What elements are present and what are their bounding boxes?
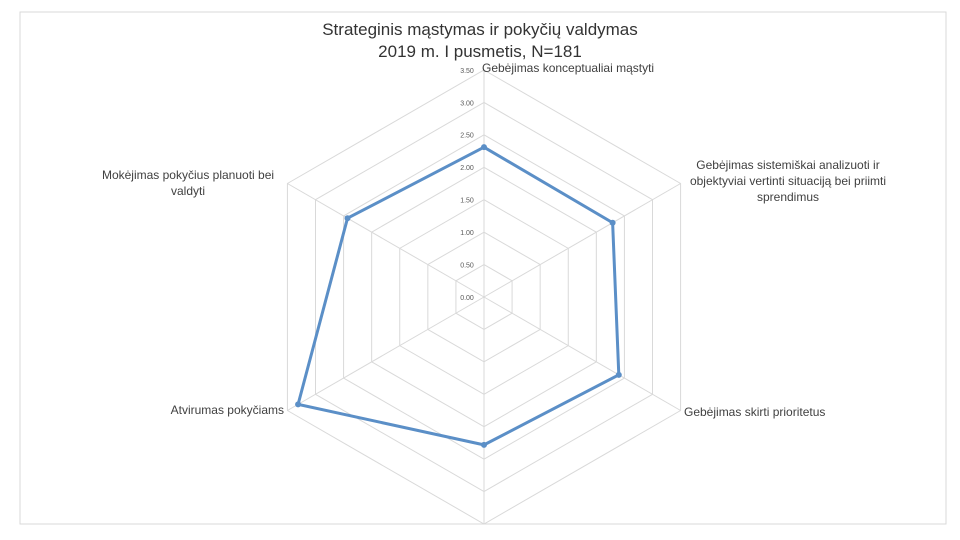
tick-label: 0.50 xyxy=(460,262,474,269)
data-point xyxy=(295,401,302,408)
data-point xyxy=(609,219,616,226)
data-point xyxy=(481,144,487,151)
chart-title: Strateginis mąstymas ir pokyčių valdymas xyxy=(322,20,638,39)
chart-border xyxy=(19,11,947,525)
tick-label: 3.00 xyxy=(460,100,474,107)
chart-subtitle: 2019 m. I pusmetis, N=181 xyxy=(378,42,582,61)
tick-label: 3.50 xyxy=(460,68,474,75)
data-line xyxy=(296,145,621,447)
axis-spoke xyxy=(483,296,681,411)
tick-label: 2.00 xyxy=(460,165,474,172)
category-label: Mokėjimas pokyčius planuoti bei valdyti xyxy=(101,168,275,198)
tick-label: 0.00 xyxy=(460,295,474,302)
data-point xyxy=(481,441,487,448)
data-point xyxy=(344,215,351,222)
axis-spoke xyxy=(287,296,485,411)
tick-label: 1.00 xyxy=(460,230,474,237)
data-point xyxy=(615,371,622,378)
axis-spoke xyxy=(483,183,681,298)
axis-spoke xyxy=(287,183,485,298)
tick-label: 2.50 xyxy=(460,133,474,140)
category-label: Atvirumas pokyčiams xyxy=(170,403,284,417)
category-label: Gebėjimas konceptualiai mąstyti xyxy=(482,61,655,75)
tick-label: 1.50 xyxy=(460,198,474,205)
category-label: Gebėjimas skirti prioritetus xyxy=(684,405,826,419)
category-label: Gebėjimas sistemiškai analizuoti ir obje… xyxy=(689,158,887,204)
